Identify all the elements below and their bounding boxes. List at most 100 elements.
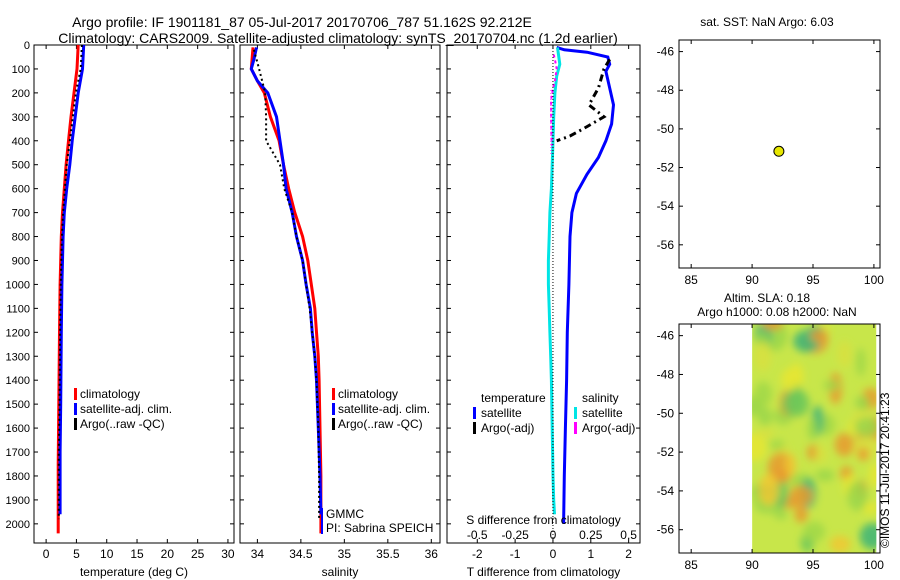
difference-xlabel: T difference from climatology (467, 565, 621, 579)
diff-legend-swatch (574, 422, 577, 434)
sla-title-2: Argo h1000: 0.08 h2000: NaN (697, 305, 856, 319)
location-xtick-label: 95 (806, 273, 820, 287)
temperature-xtick-label: 20 (161, 547, 175, 561)
sla-ytick-label: -56 (657, 523, 675, 537)
salinity-xtick-label: 35 (338, 547, 352, 561)
location-ytick-label: -56 (657, 238, 675, 252)
temperature-xtick-label: 10 (100, 547, 114, 561)
heatmap-blob (859, 523, 877, 550)
heatmap-blob (823, 379, 840, 392)
depth-tick-label: 1900 (6, 495, 30, 507)
salinity-tick-label: -0.5 (467, 528, 488, 542)
heatmap-blob (855, 348, 866, 377)
heatmap-blob (829, 535, 851, 553)
difference-series-argo (556, 58, 611, 143)
heatmap-blob (769, 439, 785, 451)
salinity-legend-swatch (332, 403, 335, 415)
difference-xtick-label: 0 (550, 547, 557, 561)
difference-frame (446, 44, 641, 544)
heatmap-blob (855, 395, 870, 411)
depth-tick-label: 800 (12, 232, 30, 244)
diff-legend-swatch (473, 407, 476, 419)
sla-xtick-label: 85 (685, 558, 699, 572)
depth-tick-label: 1800 (6, 471, 30, 483)
temperature-series-argo (57, 44, 83, 520)
temperature-legend-label: climatology (80, 387, 140, 401)
heatmap-blob (758, 474, 780, 506)
annotation-pi: PI: Sabrina SPEICH (326, 521, 433, 535)
argo-position-marker (773, 145, 785, 157)
heatmap-blob (785, 453, 797, 477)
temperature-xtick-label: 0 (43, 547, 50, 561)
location-ytick-label: -50 (657, 122, 675, 136)
depth-tick-label: 1300 (6, 351, 30, 363)
temperature-legend-label: Argo(..raw -QC) (80, 417, 165, 431)
heatmap-blob (802, 521, 826, 542)
heatmap-blob (815, 469, 835, 482)
heatmap-blob (754, 341, 772, 372)
salinity-tick-label: 0.25 (579, 528, 603, 542)
difference-xtick-label: 1 (587, 547, 594, 561)
depth-tick-label: 500 (12, 160, 30, 172)
depth-tick-label: 2000 (6, 519, 30, 531)
salinity-axis-label: S difference from climatology (466, 513, 621, 527)
salinity-tick-label: 0.5 (620, 528, 637, 542)
difference-series-sal_sat (546, 47, 562, 515)
temperature-legend-label: satellite-adj. clim. (80, 402, 172, 416)
depth-tick-label: 1500 (6, 399, 30, 411)
heatmap-blob (752, 432, 768, 462)
location-xtick-label: 90 (745, 273, 759, 287)
location-ytick-label: -54 (657, 199, 675, 213)
difference-series-sat (556, 45, 616, 524)
temperature-xtick-label: 5 (73, 547, 80, 561)
heatmap-blob (854, 417, 877, 437)
depth-tick-label: 700 (12, 208, 30, 220)
heatmap-blob (788, 485, 813, 507)
temperature-xlabel: temperature (deg C) (80, 565, 188, 579)
heatmap-blob (761, 324, 784, 331)
depth-tick-label: 1100 (6, 303, 30, 315)
heatmap-blob (774, 508, 788, 520)
temperature-xtick-label: 25 (191, 547, 205, 561)
difference-xtick-label: -1 (510, 547, 521, 561)
sla-frame (678, 323, 881, 554)
depth-tick-label: 1400 (6, 375, 30, 387)
heatmap-blob (847, 480, 868, 512)
temperature-frame (33, 44, 235, 544)
diff-legend-label: Argo(-adj) (582, 421, 635, 435)
depth-tick-label: 100 (12, 64, 30, 76)
salinity-xtick-label: 35.5 (376, 547, 400, 561)
header-line-2: Climatology: CARS2009. Satellite-adjuste… (58, 30, 618, 46)
salinity-tick-label: -0.25 (501, 528, 529, 542)
legend-header-temperature: temperature (481, 391, 546, 405)
salinity-legend-swatch (332, 418, 335, 430)
sla-xtick-label: 100 (864, 558, 884, 572)
salinity-tick-label: 0 (550, 528, 557, 542)
heatmap-blob (782, 389, 810, 418)
heatmap-blob (857, 447, 869, 461)
salinity-legend-label: climatology (338, 387, 398, 401)
header-line-1: Argo profile: IF 1901181_87 05-Jul-2017 … (72, 14, 532, 30)
heatmap-blob (834, 433, 855, 457)
salinity-xtick-label: 34.5 (289, 547, 313, 561)
sla-ytick-label: -52 (657, 445, 675, 459)
difference-series-sal_argo (550, 54, 558, 146)
location-xtick-label: 85 (685, 273, 699, 287)
depth-tick-label: 400 (12, 136, 30, 148)
diff-legend-label: Argo(-adj) (481, 421, 534, 435)
difference-xtick-label: -2 (472, 547, 483, 561)
sla-xtick-label: 95 (806, 558, 820, 572)
heatmap-field (752, 324, 877, 553)
depth-tick-label: 1600 (6, 423, 30, 435)
salinity-series-clim (249, 47, 323, 534)
heatmap-blob (815, 444, 828, 464)
temperature-xtick-label: 30 (221, 547, 235, 561)
heatmap-blob (807, 417, 818, 441)
diff-legend-swatch (574, 407, 577, 419)
salinity-xtick-label: 36 (425, 547, 439, 561)
depth-tick-label: 200 (12, 88, 30, 100)
difference-xtick-label: 2 (625, 547, 632, 561)
sla-title-1: Altim. SLA: 0.18 (724, 291, 810, 305)
temperature-legend-swatch (74, 388, 77, 400)
